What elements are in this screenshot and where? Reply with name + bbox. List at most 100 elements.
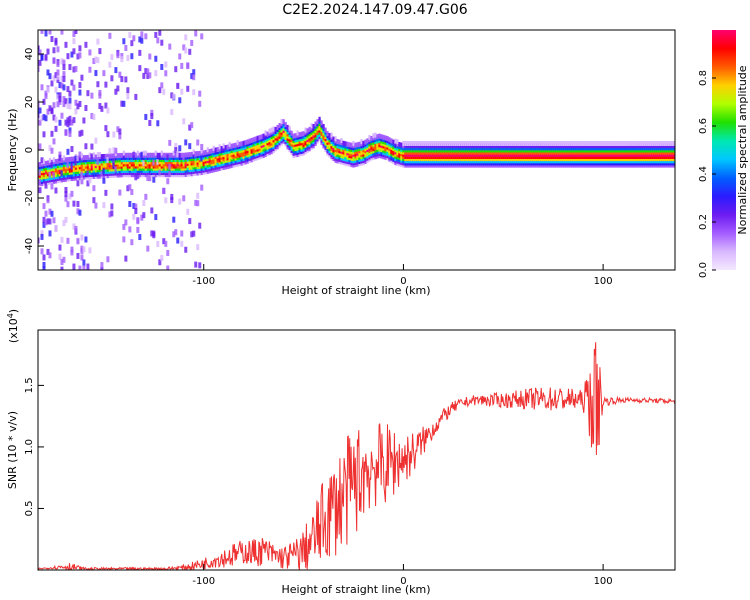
spectrogram-cell [236, 140, 239, 146]
snr-x-tick-label: 100 [594, 576, 613, 587]
spectrogram-cell [480, 141, 483, 147]
spectrogram-cell [368, 135, 371, 141]
spectrogram-noise-cell [172, 93, 176, 100]
spectrogram-noise-cell [52, 172, 56, 179]
spectrogram-cell [617, 141, 621, 147]
spectrogram-noise-cell [200, 155, 204, 162]
spectrogram-noise-cell [48, 208, 52, 215]
spectrogram-noise-cell [60, 259, 64, 266]
spectrogram-cell [372, 133, 375, 139]
spectrogram-noise-cell [48, 252, 52, 259]
spectrogram-noise-cell [68, 97, 72, 104]
spectrogram-cell [340, 138, 343, 144]
spectrogram-noise-cell [94, 202, 98, 209]
spectrogram-cell [130, 152, 133, 158]
spectrogram-noise-cell [80, 74, 84, 81]
snr-y-tick-label: 1.0 [24, 439, 35, 455]
spectrogram-cell [330, 132, 333, 138]
spectrogram-noise-cell [68, 115, 72, 122]
spectrogram-noise-cell [116, 52, 120, 59]
spectrogram-cell [540, 141, 543, 147]
spectrogram-cell [504, 141, 507, 147]
spectrogram-cell [348, 142, 351, 148]
spectrogram-noise-cell [190, 73, 194, 80]
spectrogram-cell [570, 141, 573, 147]
spectrogram-cell [665, 141, 669, 147]
spectrogram-noise-cell [118, 71, 122, 78]
spectrogram-noise-cell [98, 48, 102, 55]
spectrogram-cell [402, 141, 405, 147]
spectrogram-noise-cell [88, 247, 92, 254]
spectrogram-noise-cell [160, 82, 164, 89]
spectrogram-cell [302, 131, 305, 137]
spectrogram-noise-cell [58, 253, 62, 260]
spectrogram-noise-cell [48, 230, 52, 237]
spectrogram-noise-cell [38, 169, 42, 176]
spectrogram-cell [544, 141, 547, 147]
spectrogram-noise-cell [38, 112, 40, 119]
spectrogram-noise-cell [54, 125, 58, 132]
spectrogram-cell [550, 141, 553, 147]
spectrogram-noise-cell [124, 219, 128, 226]
spectrogram-cell [258, 135, 261, 141]
spectrogram-cell [142, 150, 145, 156]
spectrogram-noise-cell [58, 82, 62, 89]
spectrogram-noise-cell [126, 54, 130, 61]
spectrogram-cell [649, 141, 653, 147]
spectrogram-cell [498, 141, 501, 147]
spectrogram-noise-cell [192, 230, 196, 237]
spectrogram-noise-cell [144, 68, 148, 75]
spectrogram-noise-cell [178, 145, 182, 152]
spectrogram-cell [631, 141, 635, 147]
spectrogram-noise-cell [138, 36, 142, 43]
spectrogram-noise-cell [198, 90, 202, 97]
spectrogram-cell [580, 141, 583, 147]
spectrogram-noise-cell [52, 102, 56, 109]
spectrogram-noise-cell [56, 61, 60, 68]
spectrogram-cell [468, 141, 471, 147]
spectrogram-noise-cell [38, 66, 40, 73]
spectrogram-noise-cell [152, 232, 156, 239]
spectrogram-cell [578, 141, 581, 147]
spectrogram-noise-cell [42, 221, 46, 228]
spectrogram-noise-cell [110, 203, 114, 210]
spectrogram-noise-cell [158, 259, 162, 266]
spectrogram-noise-cell [188, 48, 192, 55]
spectrogram-cell [404, 141, 407, 147]
spectrogram-noise-cell [144, 193, 148, 200]
spectrogram-cell [388, 137, 391, 143]
spectrogram-cell [204, 149, 207, 155]
spectrogram-noise-cell [160, 63, 164, 70]
spectrogram-noise-cell [196, 139, 200, 146]
spectrogram-cell [128, 152, 131, 158]
spectrogram-noise-cell [46, 48, 50, 55]
spectrogram-noise-cell [192, 69, 196, 76]
spectrogram-cell [156, 152, 159, 158]
spectrogram-noise-cell [196, 200, 200, 207]
spectrogram-cell [422, 141, 425, 147]
spectrogram-cell [240, 141, 243, 147]
spectrogram-cell [440, 141, 443, 147]
spectrogram-cell [202, 150, 205, 156]
spectrogram-cell [669, 141, 673, 147]
spectrogram-cell [426, 141, 429, 147]
spectrogram-noise-cell [58, 119, 62, 126]
spectrogram-noise-cell [196, 192, 200, 199]
spectrogram-noise-cell [126, 87, 130, 94]
spectrogram-noise-cell [58, 244, 62, 251]
spectrogram-cell [68, 156, 72, 162]
spectrogram-cell [56, 158, 60, 164]
spectrogram-noise-cell [50, 130, 54, 137]
spectrogram-noise-cell [44, 115, 48, 122]
spectrogram-noise-cell [176, 237, 180, 244]
spectrogram-noise-cell [80, 129, 84, 136]
spectrogram-noise-cell [184, 139, 188, 146]
spectrogram-noise-cell [180, 88, 184, 95]
spectrogram-noise-cell [108, 148, 112, 155]
spectrogram-cell [158, 152, 161, 158]
spectrogram-noise-cell [166, 178, 170, 185]
spectrogram-noise-cell [122, 38, 126, 45]
spectrogram-noise-cell [52, 47, 56, 54]
spectrogram-noise-cell [174, 142, 178, 149]
spectrogram-noise-cell [94, 70, 98, 77]
